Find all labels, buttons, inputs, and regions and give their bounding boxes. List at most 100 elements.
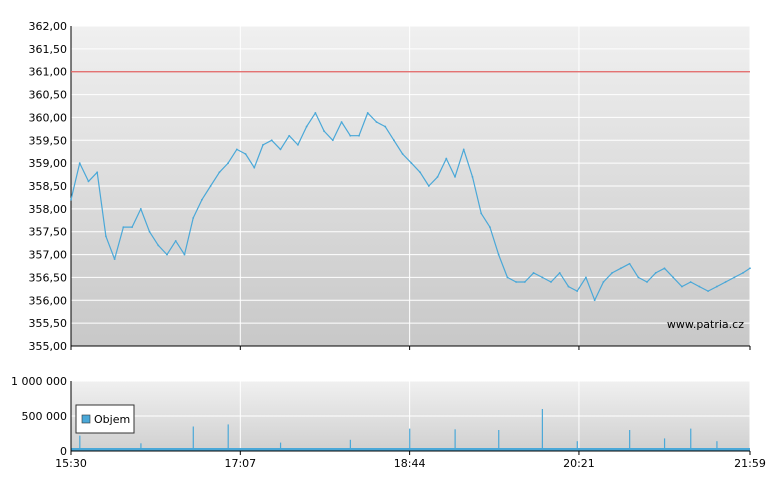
volume-legend: Objem <box>75 404 135 434</box>
price-point <box>550 281 552 283</box>
price-point <box>384 125 387 128</box>
price-point <box>742 271 744 274</box>
price-point <box>358 134 360 137</box>
volume-bar <box>349 439 351 451</box>
price-point <box>672 276 675 279</box>
legend-swatch <box>81 414 91 424</box>
volume-bar <box>279 442 282 451</box>
price-point <box>331 139 334 142</box>
price-point <box>480 212 483 215</box>
price-point <box>209 185 212 187</box>
price-point <box>567 285 570 288</box>
price-y-tick-label: 359,50 <box>29 134 68 147</box>
volume-chart: 1 000 000 500 000 015:30 17:07 18:44 20:21 21:… <box>11 375 766 470</box>
price-point <box>113 258 116 261</box>
volume-bar <box>690 428 692 451</box>
price-point <box>201 198 203 201</box>
price-point <box>454 175 456 178</box>
volume-bar <box>498 430 500 451</box>
volume-bar <box>629 430 631 451</box>
price-point <box>218 171 221 174</box>
price-point <box>366 111 369 114</box>
price-point <box>70 198 72 201</box>
x-tick-label: 21:59 <box>734 457 766 470</box>
price-y-tick-label: 358,50 <box>29 180 68 193</box>
price-y-tick-label: 358,00 <box>29 203 68 216</box>
price-point <box>87 180 90 183</box>
price-point <box>323 130 325 133</box>
price-chart: 362,00 361,50 361,00 360,50 360,00 359,50 359,… <box>29 20 751 353</box>
price-point <box>419 171 422 174</box>
price-point <box>445 157 448 160</box>
volume-y-tick-label: 1 000 000 <box>11 375 67 388</box>
price-point <box>314 111 317 114</box>
price-point <box>244 153 247 155</box>
price-point <box>297 143 299 146</box>
watermark-text: www.patria.cz <box>667 318 744 331</box>
price-point <box>235 148 238 151</box>
price-point <box>576 290 579 293</box>
price-point <box>262 143 264 146</box>
price-y-tick-label: 360,50 <box>29 89 68 102</box>
price-point <box>724 281 727 283</box>
x-tick-label: 15:30 <box>55 457 87 470</box>
price-point <box>602 281 605 283</box>
price-point <box>462 148 465 151</box>
price-point <box>646 281 648 283</box>
price-point <box>183 253 186 256</box>
price-point <box>410 162 413 165</box>
price-point <box>148 230 151 233</box>
price-point <box>471 175 474 178</box>
price-point <box>427 185 430 187</box>
price-point <box>349 134 352 137</box>
x-tick-label: 17:07 <box>224 457 256 470</box>
price-point <box>698 285 701 288</box>
price-point <box>174 239 177 242</box>
price-point <box>733 276 736 279</box>
price-point <box>288 134 291 137</box>
price-point <box>663 267 666 270</box>
volume-bar <box>140 443 142 451</box>
price-point <box>654 271 657 274</box>
price-point <box>506 276 509 279</box>
price-y-tick-label: 355,00 <box>29 340 68 353</box>
price-y-tick-label: 362,00 <box>29 20 68 33</box>
price-point <box>166 253 168 256</box>
price-point <box>270 139 273 142</box>
price-point <box>305 125 308 128</box>
price-point <box>637 276 640 279</box>
price-y-tick-label: 355,50 <box>29 317 68 330</box>
volume-bar <box>192 426 194 451</box>
price-y-tick-label: 356,50 <box>29 271 68 284</box>
price-point <box>105 235 107 238</box>
price-y-tick-label: 361,00 <box>29 66 68 79</box>
volume-bar <box>663 438 666 451</box>
volume-y-tick-label: 0 <box>60 445 67 458</box>
price-point <box>681 285 683 288</box>
price-point <box>253 166 256 169</box>
price-point <box>585 276 587 279</box>
volume-y-tick-label: 500 000 <box>22 410 68 423</box>
volume-bar <box>541 409 543 451</box>
price-point <box>497 253 500 256</box>
price-point <box>593 299 596 302</box>
price-point <box>401 153 404 155</box>
volume-bar <box>227 424 229 451</box>
price-point <box>131 226 133 229</box>
price-point <box>749 267 751 270</box>
price-point <box>393 139 395 142</box>
price-point <box>707 290 710 293</box>
price-point <box>436 175 439 178</box>
price-point <box>523 281 526 283</box>
volume-bar <box>409 428 411 451</box>
price-point <box>628 262 631 265</box>
price-point <box>611 271 614 274</box>
price-point <box>689 281 692 283</box>
volume-bar <box>576 441 578 451</box>
price-y-tick-label: 357,00 <box>29 249 68 262</box>
price-point <box>375 121 378 123</box>
price-y-tick-label: 356,00 <box>29 294 68 307</box>
price-point <box>489 226 491 229</box>
